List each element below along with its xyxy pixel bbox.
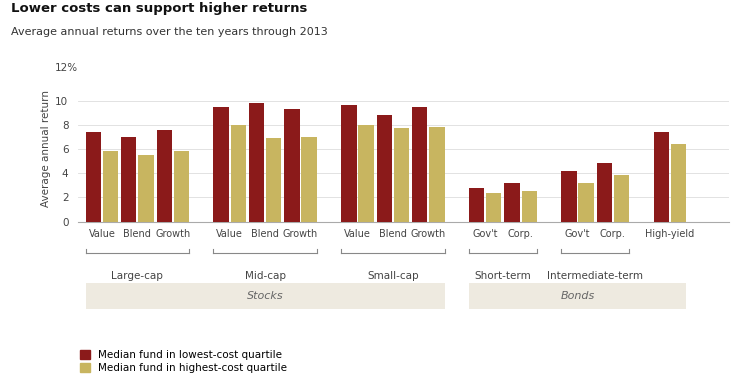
Bar — [486, 193, 501, 222]
Bar — [231, 125, 246, 222]
Bar — [266, 138, 281, 222]
Bar — [284, 109, 300, 222]
Bar — [671, 144, 686, 222]
Text: Large-cap: Large-cap — [112, 271, 164, 281]
FancyBboxPatch shape — [86, 283, 444, 309]
Bar — [214, 107, 229, 222]
Bar — [522, 191, 537, 222]
Text: Lower costs can support higher returns: Lower costs can support higher returns — [11, 2, 307, 15]
Text: Intermediate-term: Intermediate-term — [547, 271, 644, 281]
Bar — [578, 183, 594, 222]
Bar — [86, 132, 101, 222]
Y-axis label: Average annual return: Average annual return — [41, 91, 51, 207]
Bar — [301, 137, 317, 222]
Legend: Median fund in lowest-cost quartile, Median fund in highest-cost quartile: Median fund in lowest-cost quartile, Med… — [80, 350, 287, 373]
Text: Average annual returns over the ten years through 2013: Average annual returns over the ten year… — [11, 27, 328, 37]
Bar — [249, 103, 264, 222]
Bar — [412, 107, 427, 222]
Bar — [359, 125, 373, 222]
Bar — [469, 188, 484, 222]
Bar — [561, 171, 577, 222]
Text: Bonds: Bonds — [560, 291, 594, 301]
Bar — [341, 105, 356, 222]
Bar — [376, 115, 392, 222]
Bar — [614, 175, 629, 222]
Bar — [156, 129, 172, 222]
Bar — [174, 151, 189, 222]
Text: Mid-cap: Mid-cap — [245, 271, 286, 281]
Text: Stocks: Stocks — [247, 291, 283, 301]
Bar — [653, 132, 669, 222]
Bar — [138, 155, 154, 222]
Bar — [429, 127, 444, 222]
Bar — [121, 137, 136, 222]
Text: Short-term: Short-term — [475, 271, 531, 281]
FancyBboxPatch shape — [469, 283, 686, 309]
Text: Small-cap: Small-cap — [367, 271, 419, 281]
Bar — [103, 151, 118, 222]
Text: 12%: 12% — [54, 63, 77, 73]
Bar — [394, 128, 409, 222]
Bar — [504, 183, 519, 222]
Bar — [597, 163, 612, 222]
